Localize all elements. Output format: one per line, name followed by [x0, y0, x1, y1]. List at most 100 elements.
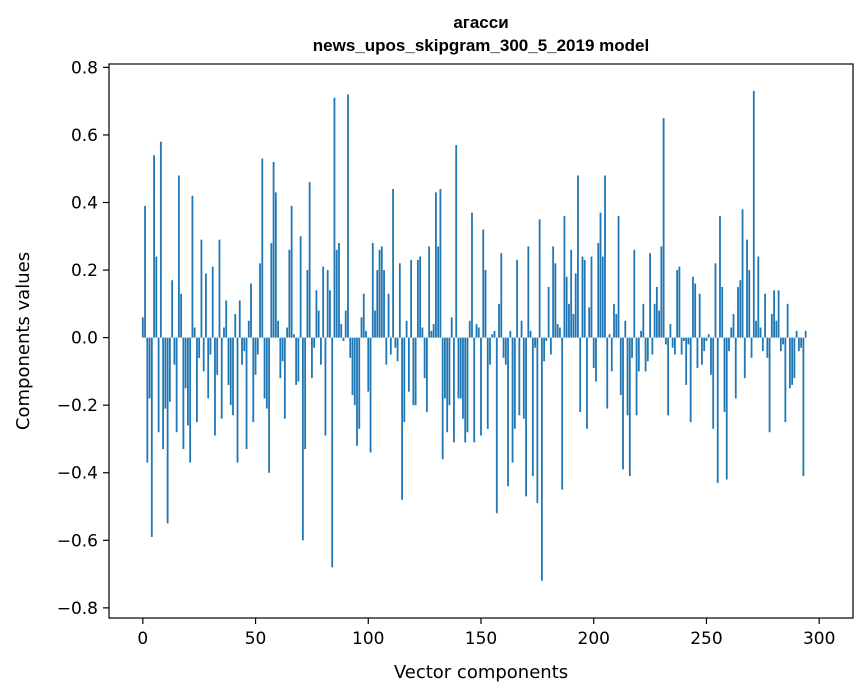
bar — [592, 337, 595, 369]
x-tick-label: 150 — [465, 629, 497, 649]
bar — [392, 188, 394, 338]
bar — [187, 337, 189, 426]
bar — [362, 293, 365, 338]
bar — [705, 337, 708, 341]
bar — [707, 334, 710, 338]
x-tick-label: 100 — [352, 629, 384, 649]
bar — [788, 337, 791, 389]
bar — [757, 256, 760, 338]
bar — [229, 337, 232, 406]
bar — [509, 330, 512, 338]
bar — [491, 334, 494, 338]
bar — [446, 337, 449, 433]
bar — [637, 337, 640, 372]
bar — [389, 337, 392, 355]
bar — [669, 324, 672, 338]
bar — [155, 256, 158, 338]
bar — [800, 337, 803, 348]
bar — [338, 243, 340, 338]
bar — [538, 219, 541, 338]
bar — [292, 334, 295, 338]
chart-title-line-1: агасси — [453, 13, 508, 32]
bar — [209, 337, 212, 355]
bar — [353, 337, 356, 406]
bar — [182, 337, 185, 450]
bar — [606, 337, 609, 409]
bar — [306, 270, 309, 338]
bar — [425, 337, 428, 412]
bar — [320, 337, 322, 365]
bar — [755, 320, 757, 338]
bar — [459, 337, 462, 399]
bar — [241, 337, 243, 365]
bar — [453, 337, 455, 443]
bar — [610, 337, 613, 372]
bar — [218, 239, 221, 338]
bar — [365, 330, 367, 338]
bar — [317, 310, 320, 338]
bar — [777, 290, 780, 338]
bar — [689, 337, 692, 423]
bar — [369, 337, 372, 453]
x-axis-ticks: 0 50 100 150 200 250 300 — [137, 618, 835, 649]
bar — [225, 300, 228, 338]
x-tick-label: 50 — [245, 629, 267, 649]
bar — [692, 276, 694, 338]
bar — [531, 337, 534, 477]
bar — [423, 337, 426, 379]
bar — [678, 266, 681, 338]
bar — [664, 337, 667, 345]
bar — [205, 273, 207, 338]
bar — [202, 337, 205, 372]
bar — [504, 337, 507, 365]
bar — [405, 320, 408, 338]
bar — [473, 337, 476, 443]
bar — [371, 243, 374, 338]
x-axis-label: Vector components — [394, 662, 568, 683]
bar — [773, 290, 775, 338]
bar — [360, 317, 363, 338]
bar — [565, 276, 568, 338]
bar — [150, 337, 153, 537]
bar — [746, 239, 748, 338]
bar — [741, 209, 744, 338]
bar — [216, 337, 219, 375]
y-tick-label: 0.2 — [71, 261, 98, 281]
bar — [340, 324, 343, 338]
bar — [710, 337, 712, 375]
y-tick-label: 0.8 — [71, 58, 98, 78]
bar — [500, 253, 503, 338]
bar — [543, 337, 546, 362]
bar — [286, 327, 289, 338]
bar — [599, 212, 602, 338]
bar — [394, 337, 397, 348]
bar — [676, 270, 679, 338]
bar — [200, 239, 203, 338]
bar — [175, 337, 178, 433]
bar — [694, 283, 697, 338]
bar — [344, 310, 347, 338]
bar — [507, 337, 509, 487]
bar — [410, 259, 413, 338]
bar — [579, 337, 582, 412]
bar — [480, 337, 482, 436]
bar — [673, 337, 676, 355]
bar — [685, 337, 688, 385]
bar — [723, 337, 726, 412]
bar — [527, 246, 530, 338]
bar-series — [141, 91, 807, 581]
bar — [444, 337, 446, 399]
bar — [671, 337, 674, 348]
bar — [786, 303, 789, 338]
bar — [651, 337, 654, 355]
bar — [545, 337, 548, 341]
bar — [223, 327, 225, 338]
bar — [680, 337, 683, 355]
bar — [412, 337, 415, 406]
bar — [716, 337, 719, 483]
bar — [308, 182, 311, 338]
bar — [191, 195, 194, 338]
bar — [721, 286, 724, 338]
bar — [304, 337, 307, 450]
